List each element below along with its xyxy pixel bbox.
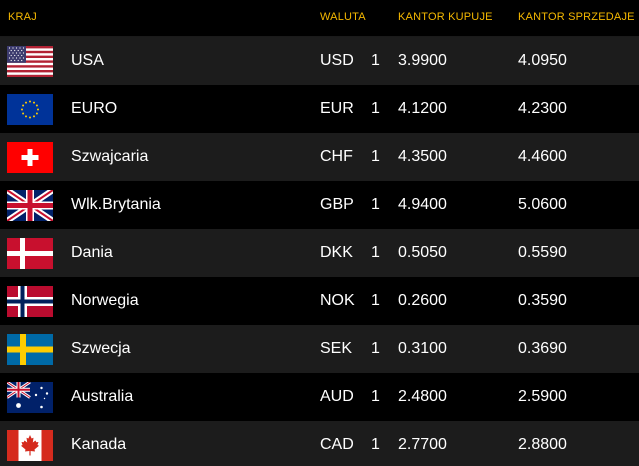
table-row: Szwecja SEK 1 0.3100 0.3690 (0, 325, 639, 373)
buy-rate: 2.4800 (398, 388, 447, 405)
country-name: Norwegia (71, 292, 139, 309)
currency-unit: 1 (371, 388, 380, 405)
buy-rate: 0.5050 (398, 244, 447, 261)
currency-unit: 1 (371, 196, 380, 213)
denmark-flag-icon (7, 238, 53, 269)
buy-rate: 0.3100 (398, 340, 447, 357)
eu-flag-icon (7, 94, 53, 125)
table-row: USA USD 1 3.9900 4.0950 (0, 37, 639, 85)
buy-rate: 2.7700 (398, 436, 447, 453)
buy-rate: 3.9900 (398, 52, 447, 69)
currency-code: DKK (320, 244, 353, 261)
sweden-flag-icon (7, 334, 53, 365)
header-sell: KANTOR SPRZEDAJE (518, 11, 635, 23)
currency-unit: 1 (371, 148, 380, 165)
currency-code: EUR (320, 100, 354, 117)
header-buy: KANTOR KUPUJE (398, 11, 493, 23)
currency-code: GBP (320, 196, 354, 213)
country-name: Australia (71, 388, 134, 405)
currency-code: CHF (320, 148, 353, 165)
currency-code: SEK (320, 340, 353, 357)
country-name: Wlk.Brytania (71, 196, 161, 213)
currency-code: USD (320, 52, 354, 69)
buy-rate: 4.9400 (398, 196, 447, 213)
country-name: Kanada (71, 436, 127, 453)
buy-rate: 4.1200 (398, 100, 447, 117)
table-header: KRAJ WALUTA KANTOR KUPUJE KANTOR SPRZEDA… (0, 0, 639, 37)
canada-flag-icon (7, 430, 53, 461)
currency-unit: 1 (371, 100, 380, 117)
buy-rate: 4.3500 (398, 148, 447, 165)
table-row: EURO EUR 1 4.1200 4.2300 (0, 85, 639, 133)
table-row: Wlk.Brytania GBP 1 4.9400 5.0600 (0, 181, 639, 229)
country-name: Szwajcaria (71, 148, 149, 165)
switzerland-flag-icon (7, 142, 53, 173)
currency-code: CAD (320, 436, 354, 453)
currency-code: AUD (320, 388, 354, 405)
header-country: KRAJ (8, 11, 37, 23)
table-row: Kanada CAD 1 2.7700 2.8800 (0, 421, 639, 466)
country-name: Dania (71, 244, 113, 261)
table-row: Norwegia NOK 1 0.2600 0.3590 (0, 277, 639, 325)
sell-rate: 0.5590 (518, 244, 567, 261)
currency-unit: 1 (371, 244, 380, 261)
country-name: Szwecja (71, 340, 131, 357)
usa-flag-icon (7, 46, 53, 77)
currency-unit: 1 (371, 52, 380, 69)
sell-rate: 4.2300 (518, 100, 567, 117)
sell-rate: 2.8800 (518, 436, 567, 453)
sell-rate: 5.0600 (518, 196, 567, 213)
currency-unit: 1 (371, 292, 380, 309)
uk-flag-icon (7, 190, 53, 221)
sell-rate: 4.0950 (518, 52, 567, 69)
table-row: Szwajcaria CHF 1 4.3500 4.4600 (0, 133, 639, 181)
country-name: USA (71, 52, 104, 69)
sell-rate: 4.4600 (518, 148, 567, 165)
header-currency: WALUTA (320, 11, 366, 23)
sell-rate: 0.3590 (518, 292, 567, 309)
table-row: Australia AUD 1 2.4800 2.5900 (0, 373, 639, 421)
buy-rate: 0.2600 (398, 292, 447, 309)
norway-flag-icon (7, 286, 53, 317)
country-name: EURO (71, 100, 118, 117)
australia-flag-icon (7, 382, 53, 413)
sell-rate: 0.3690 (518, 340, 567, 357)
currency-unit: 1 (371, 340, 380, 357)
currency-unit: 1 (371, 436, 380, 453)
sell-rate: 2.5900 (518, 388, 567, 405)
table-row: Dania DKK 1 0.5050 0.5590 (0, 229, 639, 277)
currency-code: NOK (320, 292, 355, 309)
